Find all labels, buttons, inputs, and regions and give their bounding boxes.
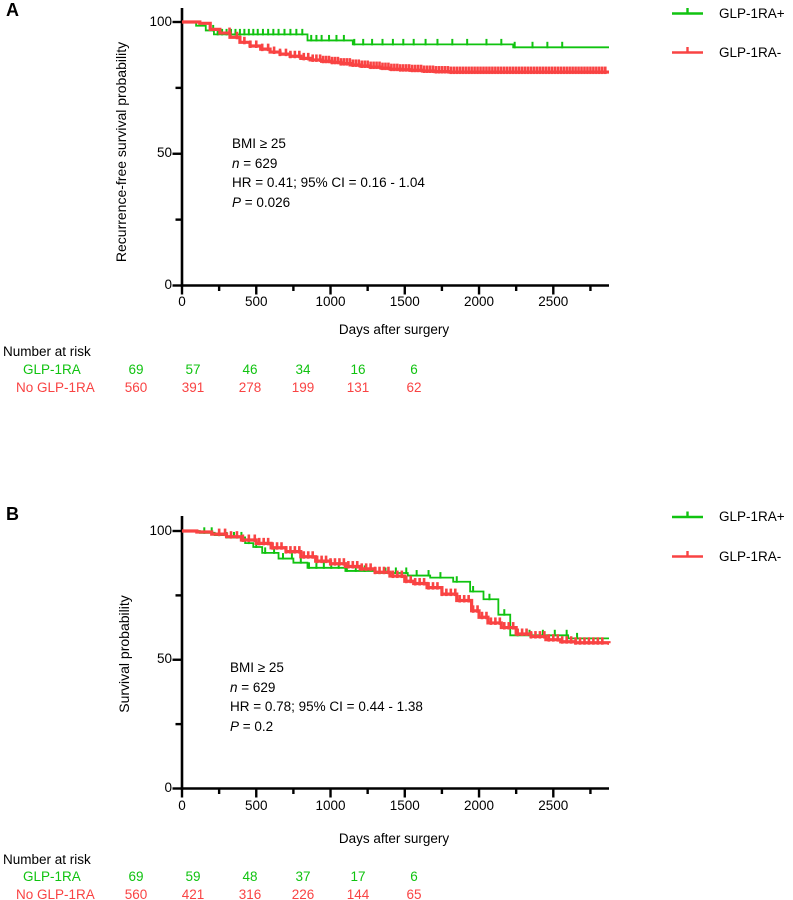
panel-a-letter: A	[6, 0, 19, 20]
annotation-n-line: n = 629	[230, 680, 423, 700]
risk-table-header-a: Number at risk	[3, 344, 91, 359]
annotation-panel-b: BMI ≥ 25 n = 629 HR = 0.78; 95% CI = 0.4…	[230, 660, 423, 738]
annotation-p-value: = 0.026	[241, 194, 291, 210]
panel-a-plot	[172, 8, 703, 295]
y-axis-title-panel-a: Recurrence-free survival probability	[113, 41, 129, 263]
annotation-p-italic: P	[230, 718, 240, 734]
annotation-n-line: n = 629	[232, 156, 425, 176]
annotation-bmi-line: BMI ≥ 25	[230, 660, 284, 675]
annotation-n-value: = 629	[237, 679, 276, 695]
legend-label-glp1ra-minus-b: GLP-1RA-	[719, 549, 782, 564]
km-curve-glp1ra-plus	[182, 530, 609, 640]
km-curve-glp1ra-minus	[182, 529, 611, 645]
risk-row-label-no-glp1ra-b: No GLP-1RA	[16, 887, 95, 900]
panel-b-letter: B	[6, 504, 19, 524]
annotation-hr-line: HR = 0.78; 95% CI = 0.44 - 1.38	[230, 699, 423, 714]
annotation-hr-line: HR = 0.41; 95% CI = 0.16 - 1.04	[232, 175, 425, 190]
annotation-p-line: P = 0.026	[232, 195, 425, 215]
annotation-bmi-line: BMI ≥ 25	[232, 136, 286, 151]
annotation-p-italic: P	[232, 194, 242, 210]
annotation-n-value: = 629	[239, 155, 278, 171]
legend-label-glp1ra-plus-b: GLP-1RA+	[719, 509, 785, 524]
x-axis-title-panel-a: Days after surgery	[338, 322, 450, 337]
annotation-p-value: = 0.2	[239, 718, 274, 734]
panel-b-plot	[172, 511, 703, 798]
annotation-panel-a: BMI ≥ 25 n = 629 HR = 0.41; 95% CI = 0.1…	[232, 136, 425, 214]
risk-table-header-b: Number at risk	[3, 852, 91, 867]
km-curve-glp1ra-plus	[182, 21, 609, 49]
risk-row-label-no-glp1ra-a: No GLP-1RA	[16, 380, 95, 395]
y-axis-title-panel-b: Survival probability	[116, 595, 132, 713]
x-axis-title-panel-b: Days after surgery	[338, 831, 450, 846]
risk-row-label-glp1ra-a: GLP-1RA	[23, 362, 81, 377]
annotation-n-italic: n	[230, 679, 238, 695]
legend-label-glp1ra-plus-a: GLP-1RA+	[719, 6, 785, 21]
risk-row-label-glp1ra-b: GLP-1RA	[23, 869, 81, 884]
annotation-p-line: P = 0.2	[230, 719, 423, 739]
annotation-n-italic: n	[232, 155, 240, 171]
legend-label-glp1ra-minus-a: GLP-1RA-	[719, 45, 782, 60]
